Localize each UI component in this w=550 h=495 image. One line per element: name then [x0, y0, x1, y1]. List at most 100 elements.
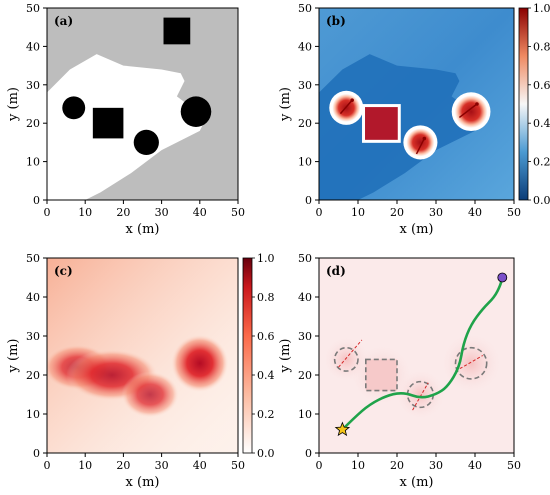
arrow-head: [422, 136, 427, 141]
colorbar-tick-label: 0.6: [257, 330, 275, 343]
colorbar: [242, 257, 253, 454]
plot-frame: [318, 257, 515, 454]
panel-label: (a): [54, 14, 73, 28]
x-tick-label: 40: [468, 206, 482, 219]
panel-label: (c): [54, 264, 73, 278]
y-tick-label: 40: [298, 40, 312, 53]
colorbar-tick-label: 0.0: [257, 447, 275, 460]
y-tick-label: 20: [298, 369, 312, 382]
panel-label: (b): [326, 14, 346, 28]
heat-blob: [121, 371, 179, 418]
y-tick-label: 30: [26, 79, 40, 92]
free-region: [47, 54, 204, 200]
colorbar-tick-label: 1.0: [533, 2, 550, 15]
y-axis-label: y (m): [6, 339, 21, 374]
hotspot-square: [365, 107, 398, 140]
colorbar-tick-label: 0.8: [533, 40, 550, 53]
panel-a: 0 10 20 30 40 50 0 10 20 30 40 50 x (m) y (m) (a): [6, 2, 245, 237]
y-tick-label: 30: [298, 330, 312, 343]
x-tick-label: 20: [116, 206, 130, 219]
panel-b: 0 10 20 30 40 50 0 10 20 30 40 50 x (m) y (m) (b) 0.0 0.…: [278, 2, 550, 237]
y-tick-label: 40: [298, 291, 312, 304]
x-tick-label: 40: [193, 459, 207, 472]
x-axis-label: x (m): [400, 222, 434, 237]
y-tick-label: 30: [26, 330, 40, 343]
y-tick-label: 10: [26, 156, 40, 169]
obstacle-square: [163, 17, 191, 45]
x-tick-label: 10: [351, 459, 365, 472]
arrow-head: [475, 102, 479, 106]
x-tick-label: 50: [231, 206, 245, 219]
velocity-arrow: [339, 99, 353, 115]
obstacle-square-outline: [364, 358, 398, 392]
y-tick-label: 50: [26, 2, 40, 15]
y-tick-label: 0: [33, 447, 40, 460]
colorbar-tick-label: 0.2: [533, 156, 550, 169]
colorbar-tick-label: 0.2: [257, 408, 275, 421]
velocity-arrow: [415, 138, 425, 155]
y-tick-label: 50: [298, 2, 312, 15]
colorbar-tick-label: 0.6: [533, 79, 550, 92]
panel-a-plot: [47, 8, 238, 200]
y-tick-label: 20: [26, 117, 40, 130]
x-axis-label: x (m): [126, 222, 160, 237]
panel-d-plot: [319, 258, 514, 453]
x-tick-label: 20: [390, 206, 404, 219]
plot-frame: [46, 7, 239, 201]
y-tick-label: 20: [298, 117, 312, 130]
x-tick-label: 50: [507, 206, 521, 219]
colorbar-tick-label: 0.8: [257, 291, 275, 304]
x-tick-label: 30: [155, 206, 169, 219]
obstacle-glow: [394, 368, 447, 421]
y-axis-label: y (m): [278, 87, 293, 122]
x-tick-label: 30: [155, 459, 169, 472]
obstacle-circle: [180, 96, 212, 127]
obstacle-circle: [62, 96, 86, 120]
start-marker: [334, 421, 351, 437]
arrow-head: [350, 98, 354, 102]
velocity-arrow: [458, 103, 478, 119]
x-tick-label: 50: [231, 459, 245, 472]
y-tick-label: 30: [298, 79, 312, 92]
hotspot-circle: [454, 95, 488, 129]
colorbar-tick-label: 1.0: [257, 252, 275, 265]
y-tick-label: 40: [26, 291, 40, 304]
x-tick-label: 40: [468, 459, 482, 472]
x-tick-label: 0: [44, 206, 51, 219]
panel-c: 0 10 20 30 40 50 0 10 20 30 40 50 x (m) y (m) (c) 0.0 0.…: [6, 252, 275, 490]
x-axis-label: x (m): [126, 475, 160, 490]
x-tick-label: 0: [316, 206, 323, 219]
obstacle-circle-outline: [333, 346, 359, 372]
x-tick-label: 10: [78, 459, 92, 472]
panel-label: (d): [326, 264, 346, 278]
x-axis-label: x (m): [400, 475, 434, 490]
colorbar-tick-label: 0.4: [257, 369, 275, 382]
y-tick-label: 10: [298, 156, 312, 169]
x-tick-label: 30: [429, 459, 443, 472]
y-tick-label: 10: [26, 408, 40, 421]
plot-frame: [318, 7, 515, 201]
y-tick-label: 20: [26, 369, 40, 382]
plot-frame: [46, 257, 239, 454]
x-tick-label: 0: [44, 459, 51, 472]
heat-blob: [171, 334, 229, 392]
x-tick-label: 20: [390, 459, 404, 472]
obstacle-circle-outline: [454, 346, 488, 380]
y-tick-label: 0: [305, 194, 312, 207]
velocity-dash: [338, 339, 363, 368]
colorbar-tick-label: 0.0: [533, 194, 550, 207]
colorbar: [518, 7, 529, 201]
x-tick-label: 30: [429, 206, 443, 219]
x-tick-label: 10: [78, 206, 92, 219]
obstacle-circle: [133, 129, 159, 156]
goal-marker: [497, 272, 508, 283]
y-tick-label: 0: [305, 447, 312, 460]
trajectory-path: [341, 276, 504, 431]
x-tick-label: 20: [116, 459, 130, 472]
y-tick-label: 40: [26, 40, 40, 53]
y-tick-label: 0: [33, 194, 40, 207]
panel-d: 0 10 20 30 40 50 0 10 20 30 40 50 x (m) y (m) (d): [278, 252, 521, 490]
panel-c-plot: [47, 258, 238, 453]
x-tick-label: 50: [507, 459, 521, 472]
